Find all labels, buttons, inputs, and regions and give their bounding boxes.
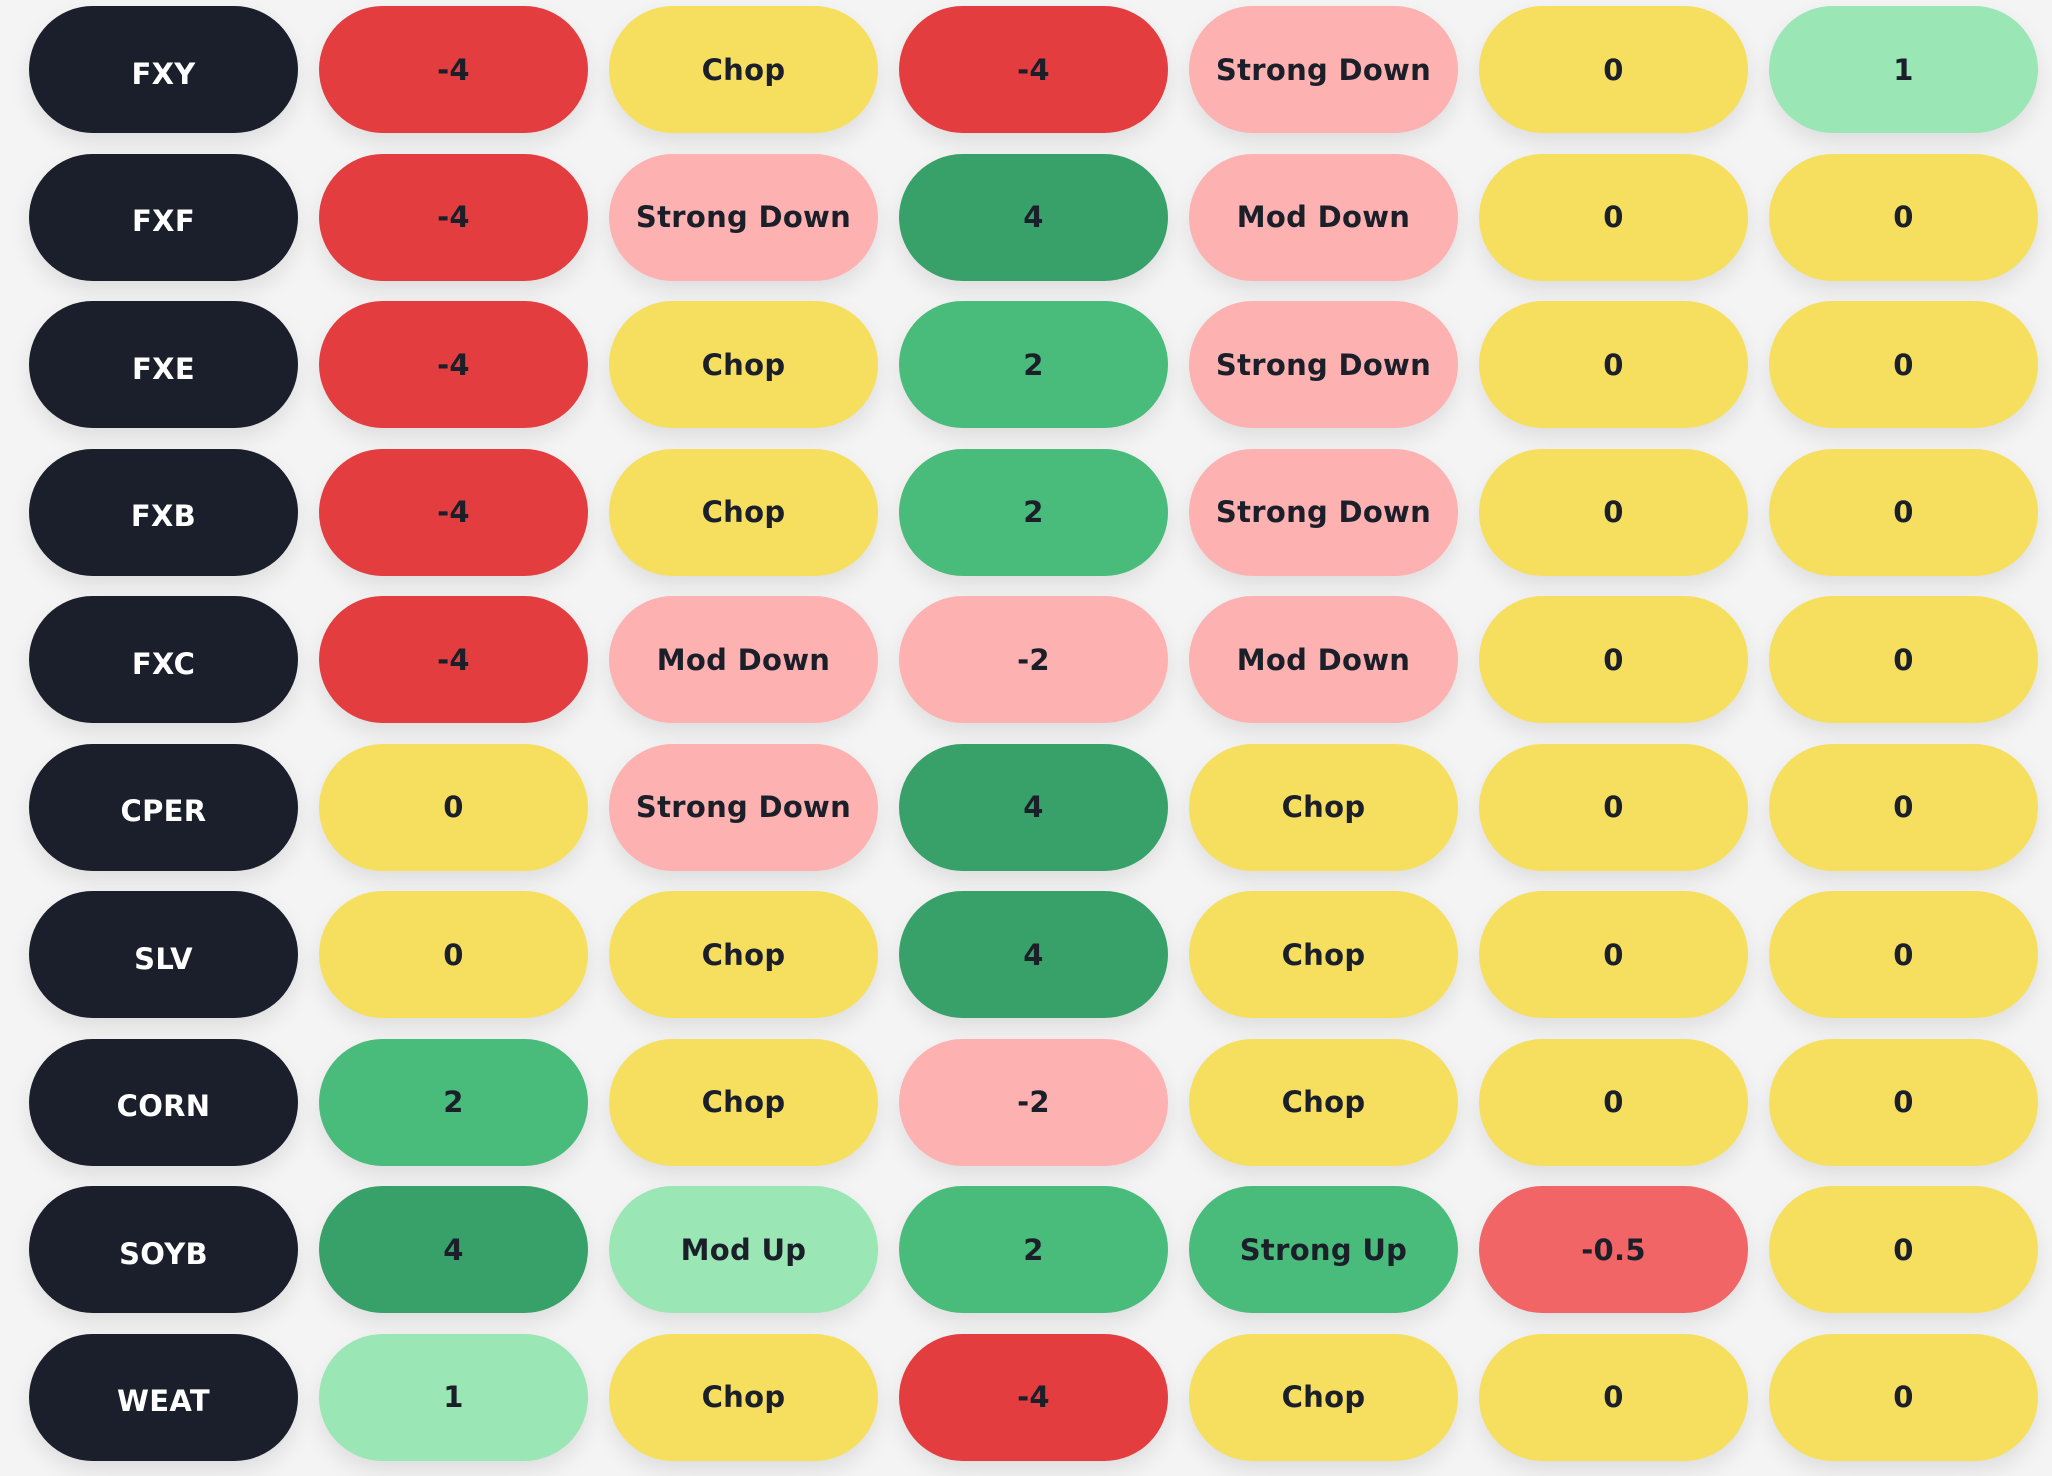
trend-cell: Strong Down	[609, 153, 878, 281]
trend-cell: Chop	[1189, 1333, 1458, 1461]
score-cell: 4	[319, 1186, 588, 1313]
score-cell: 4	[899, 891, 1168, 1018]
score-cell: -4	[899, 1333, 1168, 1461]
ticker-cell[interactable]: FXC	[29, 596, 298, 723]
trend-cell: Chop	[609, 1038, 878, 1166]
ticker-cell[interactable]: SLV	[29, 891, 298, 1018]
trend-cell: Chop	[1189, 891, 1458, 1018]
score-cell: 0	[1479, 301, 1748, 428]
score-cell: 0	[1769, 153, 2038, 281]
score-cell: 0	[1769, 891, 2038, 1018]
trend-cell: Mod Down	[1189, 596, 1458, 723]
score-cell: 0	[1769, 1333, 2038, 1461]
ticker-cell[interactable]: FXB	[29, 448, 298, 576]
score-cell: 0	[1479, 153, 1748, 281]
score-cell: -0.5	[1479, 1186, 1748, 1313]
score-cell: -4	[319, 6, 588, 133]
score-cell: 4	[899, 153, 1168, 281]
score-cell: 2	[899, 1186, 1168, 1313]
trend-cell: Strong Down	[1189, 6, 1458, 133]
score-cell: -4	[319, 301, 588, 428]
trend-cell: Mod Down	[609, 596, 878, 723]
score-cell: -2	[899, 596, 1168, 723]
score-cell: 0	[319, 891, 588, 1018]
score-cell: 0	[1479, 891, 1748, 1018]
score-cell: 4	[899, 743, 1168, 871]
score-cell: 0	[1769, 448, 2038, 576]
score-cell: -4	[899, 6, 1168, 133]
trend-cell: Mod Up	[609, 1186, 878, 1313]
score-cell: -4	[319, 448, 588, 576]
trend-cell: Strong Up	[1189, 1186, 1458, 1313]
trend-cell: Chop	[1189, 743, 1458, 871]
score-cell: 0	[1479, 743, 1748, 871]
score-cell: 0	[1479, 1333, 1748, 1461]
ticker-cell[interactable]: WEAT	[29, 1333, 298, 1461]
score-cell: 2	[899, 301, 1168, 428]
ticker-cell[interactable]: CORN	[29, 1038, 298, 1166]
trend-cell: Strong Down	[1189, 448, 1458, 576]
score-cell: 0	[1479, 596, 1748, 723]
trend-cell: Chop	[609, 448, 878, 576]
score-cell: -4	[319, 153, 588, 281]
score-cell: 0	[1769, 1186, 2038, 1313]
ticker-cell[interactable]: SOYB	[29, 1186, 298, 1313]
score-cell: -4	[319, 596, 588, 723]
score-cell: 0	[1769, 596, 2038, 723]
score-cell: 1	[1769, 6, 2038, 133]
trend-cell: Chop	[1189, 1038, 1458, 1166]
score-cell: 0	[1769, 1038, 2038, 1166]
trend-cell: Chop	[609, 6, 878, 133]
score-cell: 0	[1479, 448, 1748, 576]
ticker-cell[interactable]: CPER	[29, 743, 298, 871]
score-cell: 0	[319, 743, 588, 871]
trend-cell: Strong Down	[1189, 301, 1458, 428]
score-cell: 0	[1479, 1038, 1748, 1166]
score-cell: 2	[319, 1038, 588, 1166]
ticker-cell[interactable]: FXF	[29, 153, 298, 281]
trend-cell: Chop	[609, 301, 878, 428]
trend-cell: Mod Down	[1189, 153, 1458, 281]
ticker-cell[interactable]: FXE	[29, 301, 298, 428]
score-cell: 1	[319, 1333, 588, 1461]
score-cell: 0	[1479, 6, 1748, 133]
score-cell: 2	[899, 448, 1168, 576]
score-cell: 0	[1769, 743, 2038, 871]
signal-grid: FXY -4 Chop -4 Strong Down 0 1 FXF -4 St…	[29, 6, 2038, 1461]
ticker-cell[interactable]: FXY	[29, 6, 298, 133]
trend-cell: Strong Down	[609, 743, 878, 871]
trend-cell: Chop	[609, 1333, 878, 1461]
score-cell: -2	[899, 1038, 1168, 1166]
trend-cell: Chop	[609, 891, 878, 1018]
score-cell: 0	[1769, 301, 2038, 428]
